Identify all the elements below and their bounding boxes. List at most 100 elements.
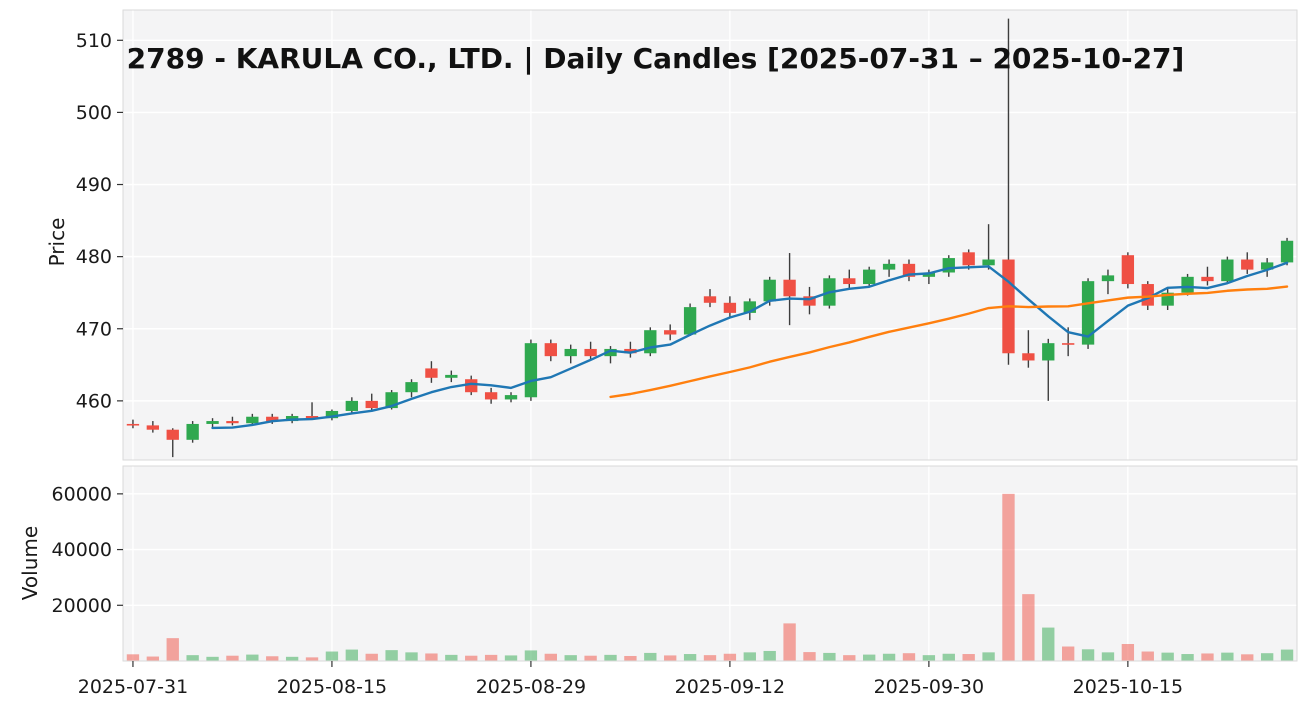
candle-body: [425, 368, 438, 378]
x-tick-label: 2025-08-29: [476, 676, 586, 698]
volume-bar: [823, 652, 836, 661]
volume-bar: [126, 654, 140, 661]
candle-body: [564, 348, 577, 357]
price-tick-label: 510: [76, 30, 112, 52]
volume-bar: [345, 649, 358, 661]
volume-bar: [723, 653, 737, 661]
candle-body: [584, 348, 597, 357]
volume-bar: [803, 652, 816, 661]
candle-body: [1062, 343, 1075, 345]
candle-body: [226, 421, 239, 424]
candle-body: [146, 425, 160, 430]
volume-bar: [982, 652, 995, 661]
volume-bar: [325, 651, 339, 661]
candle-body: [1022, 353, 1035, 361]
price-tick-label: 480: [76, 246, 112, 268]
candle-body: [922, 272, 936, 277]
volume-bar: [1042, 627, 1055, 661]
volume-bar: [504, 655, 518, 661]
volume-bar: [1081, 649, 1095, 661]
volume-bar: [843, 655, 856, 661]
volume-bar: [186, 655, 199, 661]
candle-body: [1280, 240, 1294, 263]
volume-bar: [783, 623, 796, 661]
volume-bar: [922, 655, 936, 661]
candle-body: [166, 429, 179, 440]
candle-body: [365, 400, 378, 409]
candle-body: [325, 410, 339, 419]
volume-bar: [942, 653, 955, 661]
candle-body: [1260, 262, 1274, 270]
candle-body: [445, 374, 458, 378]
volume-bar: [1141, 651, 1154, 661]
volume-bar: [1062, 646, 1075, 661]
candle-body: [126, 423, 140, 426]
candle-body: [982, 259, 995, 266]
candle-body: [504, 395, 518, 400]
volume-bar: [1221, 652, 1234, 661]
candle-body: [1101, 275, 1115, 282]
volume-bar: [703, 655, 717, 661]
volume-tick-label: 40000: [52, 539, 112, 561]
candle-body: [465, 379, 478, 393]
candle-body: [186, 423, 199, 440]
volume-bar: [465, 655, 478, 661]
candle-body: [1121, 255, 1135, 285]
candle-body: [863, 269, 876, 285]
candle-body: [544, 343, 557, 357]
volume-bar: [484, 654, 498, 661]
candle-body: [624, 348, 637, 354]
volume-panel: [123, 466, 1297, 661]
candle-body: [1201, 276, 1214, 282]
candle-body: [683, 307, 697, 335]
candle-body: [1221, 259, 1234, 282]
price-tick-label: 470: [76, 318, 112, 340]
candle-body: [1181, 276, 1194, 293]
x-tick-label: 2025-08-15: [277, 676, 387, 698]
volume-bar: [683, 654, 697, 661]
volume-bar: [564, 655, 577, 661]
candle-body: [1081, 281, 1095, 345]
candle-body: [345, 400, 358, 411]
candle-body: [743, 301, 756, 313]
candle-body: [484, 392, 498, 400]
volume-bar: [1241, 654, 1254, 661]
candle-body: [266, 416, 279, 422]
candle-body: [604, 348, 617, 357]
volume-tick-label: 60000: [52, 483, 112, 505]
price-tick-label: 490: [76, 174, 112, 196]
volume-bar: [445, 654, 458, 661]
volume-bar: [1260, 653, 1274, 661]
volume-tick-label: 20000: [52, 595, 112, 617]
volume-bar: [425, 653, 438, 661]
ma25-line: [609, 285, 1289, 399]
volume-bar: [146, 656, 160, 661]
volume-bar: [544, 653, 557, 661]
volume-bar: [226, 655, 239, 661]
candle-body: [405, 382, 418, 393]
volume-bar: [1161, 652, 1174, 661]
x-tick-label: 2025-10-15: [1073, 676, 1183, 698]
volume-bar: [664, 655, 677, 661]
price-tick-label: 460: [76, 390, 112, 412]
volume-bar: [1181, 654, 1194, 661]
candle-body: [843, 278, 856, 285]
candle-body: [723, 302, 737, 313]
volume-bar: [1022, 594, 1035, 661]
candle-body: [803, 296, 816, 306]
volume-bar: [902, 653, 916, 661]
price-panel: [123, 10, 1297, 460]
volume-bar: [882, 653, 896, 661]
volume-bar: [206, 656, 219, 661]
volume-bar: [1101, 652, 1115, 661]
candle-body: [1042, 343, 1055, 361]
volume-bar: [166, 638, 179, 661]
candle-body: [962, 252, 975, 266]
axes: 460 470 480 490 500 510 20000 40000 60000 2025-07…: [52, 30, 1184, 698]
price-tick-label: 500: [76, 102, 112, 124]
candle-body: [882, 263, 896, 270]
x-tick-label: 2025-09-12: [675, 676, 785, 698]
candle-body: [1241, 259, 1254, 270]
volume-bar: [863, 654, 876, 661]
